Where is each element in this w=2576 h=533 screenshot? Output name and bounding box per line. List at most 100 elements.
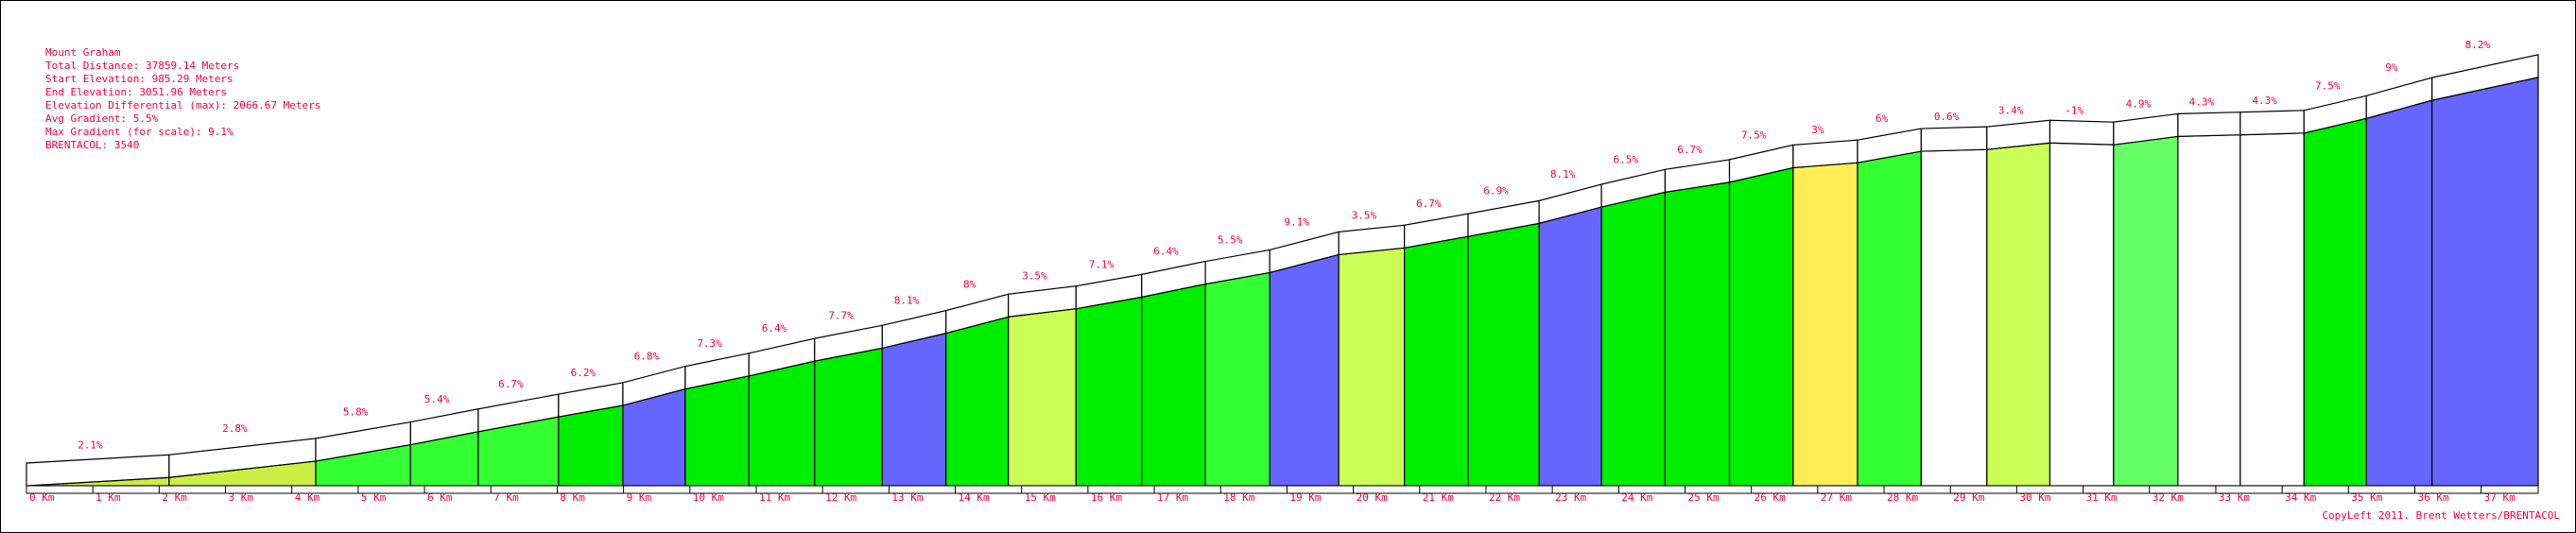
segment <box>2113 135 2179 487</box>
x-tick-label: 13 Km <box>891 491 923 504</box>
info-line: Avg Gradient: 5.5% <box>45 112 159 125</box>
x-tick-label: 17 Km <box>1157 491 1188 504</box>
x-tick-label: 30 Km <box>2019 491 2050 504</box>
segment <box>1008 308 1077 487</box>
segment <box>1664 181 1731 487</box>
segment <box>1986 142 2051 487</box>
segment <box>2177 134 2241 487</box>
x-tick-label: 18 Km <box>1223 491 1254 504</box>
x-tick-label: 36 Km <box>2417 491 2448 504</box>
segment <box>2239 132 2305 487</box>
x-tick-label: 9 Km <box>627 491 652 504</box>
gradient-label: 2.1% <box>78 438 103 451</box>
x-tick-label: 21 Km <box>1423 491 1454 504</box>
x-tick-label: 10 Km <box>693 491 724 504</box>
gradient-label: 5.4% <box>424 393 450 405</box>
segment <box>1204 271 1271 487</box>
x-tick-label: 2 Km <box>162 491 187 504</box>
segment <box>1600 191 1667 487</box>
x-tick-label: 25 Km <box>1687 491 1719 504</box>
gradient-label: 6.5% <box>1614 153 1639 165</box>
x-tick-label: 15 Km <box>1025 491 1056 504</box>
segment <box>2303 117 2367 487</box>
gradient-label: 6.8% <box>634 351 660 363</box>
gradient-label: 8% <box>963 278 977 290</box>
info-line: Max Gradient (for scale): 9.1% <box>45 126 233 138</box>
gradient-label: 6.7% <box>1677 144 1703 156</box>
x-tick-label: 1 Km <box>95 491 121 504</box>
x-tick-label: 0 Km <box>29 491 55 504</box>
x-tick-label: 28 Km <box>1887 491 1918 504</box>
segment <box>684 375 750 487</box>
segment <box>1269 253 1340 487</box>
gradient-label: 6.7% <box>1416 198 1442 210</box>
x-tick-label: 26 Km <box>1755 491 1786 504</box>
gradient-label: 5.5% <box>1218 233 1243 246</box>
gradient-label: 6.2% <box>571 367 596 379</box>
gradient-label: 3.5% <box>1022 270 1047 283</box>
gradient-label: 6.7% <box>498 378 524 390</box>
gradient-label: 4.9% <box>2126 97 2152 110</box>
footer: CopyLeft 2011. Brent Wetters/BRENTACOL <box>2322 509 2560 522</box>
info-line: Elevation Differential (max): 2066.67 Me… <box>45 99 320 112</box>
gradient-label: 3.5% <box>1352 209 1377 221</box>
gradient-label: 4.3% <box>2252 95 2277 107</box>
segment <box>2365 99 2433 487</box>
x-tick-label: 12 Km <box>825 491 856 504</box>
segment <box>2431 77 2539 487</box>
gradient-label: 7.5% <box>2315 79 2341 92</box>
top-strip <box>2431 54 2539 101</box>
segment <box>1857 150 1922 487</box>
segment <box>1538 206 1602 487</box>
x-tick-label: 27 Km <box>1821 491 1852 504</box>
segment <box>2049 142 2115 487</box>
x-tick-label: 35 Km <box>2351 491 2382 504</box>
gradient-label: 4.3% <box>2189 96 2215 109</box>
x-tick-label: 8 Km <box>560 491 585 504</box>
x-tick-label: 6 Km <box>427 491 453 504</box>
x-tick-label: 23 Km <box>1555 491 1586 504</box>
gradient-label: 8.2% <box>2465 39 2491 51</box>
segment <box>1920 148 1988 487</box>
segment <box>945 316 1010 487</box>
gradient-label: -1% <box>2065 104 2083 116</box>
x-tick-label: 16 Km <box>1091 491 1122 504</box>
segment <box>814 347 883 487</box>
x-tick-label: 19 Km <box>1289 491 1321 504</box>
x-tick-label: 7 Km <box>493 491 519 504</box>
gradient-label: 6.4% <box>1153 246 1179 258</box>
gradient-label: 5.8% <box>343 406 369 419</box>
x-tick-label: 31 Km <box>2086 491 2118 504</box>
info-line: End Elevation: 3051.96 Meters <box>45 86 227 98</box>
segment <box>748 360 816 487</box>
segment <box>881 332 947 487</box>
chart-title: Mount Graham <box>45 46 121 59</box>
segment <box>558 404 624 487</box>
x-tick-label: 37 Km <box>2484 491 2515 504</box>
gradient-label: 6% <box>1876 112 1889 125</box>
gradient-label: 8.1% <box>1550 168 1576 181</box>
x-tick-label: 3 Km <box>229 491 254 504</box>
x-tick-label: 32 Km <box>2152 491 2184 504</box>
x-tick-label: 29 Km <box>1953 491 1984 504</box>
x-tick-label: 4 Km <box>295 491 320 504</box>
x-tick-label: 20 Km <box>1357 491 1388 504</box>
x-tick-label: 14 Km <box>959 491 990 504</box>
gradient-label: 6.4% <box>762 322 787 335</box>
gradient-label: 7.3% <box>697 337 722 350</box>
gradient-label: 9% <box>2385 61 2398 74</box>
info-line: Total Distance: 37859.14 Meters <box>45 60 239 72</box>
segment <box>1467 222 1540 487</box>
top-strip <box>1920 126 1988 152</box>
segment <box>1792 162 1859 487</box>
gradient-label: 3.4% <box>1998 104 2024 116</box>
gradient-label: 2.8% <box>222 422 248 435</box>
gradient-label: 9.1% <box>1284 215 1309 228</box>
gradient-label: 3% <box>1811 124 1824 136</box>
gradient-label: 0.6% <box>1934 111 1960 123</box>
top-strip <box>2177 112 2241 137</box>
info-line: Start Elevation: 985.29 Meters <box>45 73 233 85</box>
top-strip <box>2239 110 2305 136</box>
segment <box>1141 283 1206 487</box>
